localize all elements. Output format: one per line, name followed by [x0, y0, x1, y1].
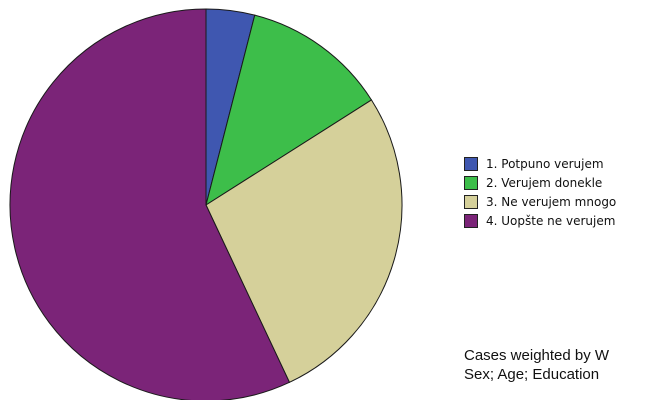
pie-slice-3: [205, 99, 403, 384]
legend-label-4: 4. Uopšte ne verujem: [486, 213, 616, 228]
legend-label-2: 2. Verujem donekle: [486, 175, 603, 190]
pie-chart: [9, 8, 403, 400]
legend: 1. Potpuno verujem 2. Verujem donekle 3.…: [464, 154, 616, 230]
legend-swatch-4: [464, 213, 478, 228]
legend-label-1: 1. Potpuno verujem: [486, 156, 604, 171]
legend-item-4: 4. Uopšte ne verujem: [464, 211, 616, 230]
weighting-footnote: Cases weighted by W Sex; Age; Education: [464, 346, 657, 384]
legend-swatch-1: [464, 156, 478, 171]
legend-item-1: 1. Potpuno verujem: [464, 154, 616, 173]
pie-slice-4: [9, 8, 291, 400]
pie-slices: [9, 8, 403, 400]
legend-item-2: 2. Verujem donekle: [464, 173, 616, 192]
legend-item-3: 3. Ne verujem mnogo: [464, 192, 616, 211]
pie-slice-2: [205, 14, 373, 207]
footnote-line-1: Cases weighted by W: [464, 347, 610, 364]
legend-swatch-3: [464, 194, 478, 209]
legend-swatch-2: [464, 175, 478, 190]
legend-label-3: 3. Ne verujem mnogo: [486, 194, 617, 209]
footnote-line-2: Sex; Age; Education: [464, 366, 600, 383]
